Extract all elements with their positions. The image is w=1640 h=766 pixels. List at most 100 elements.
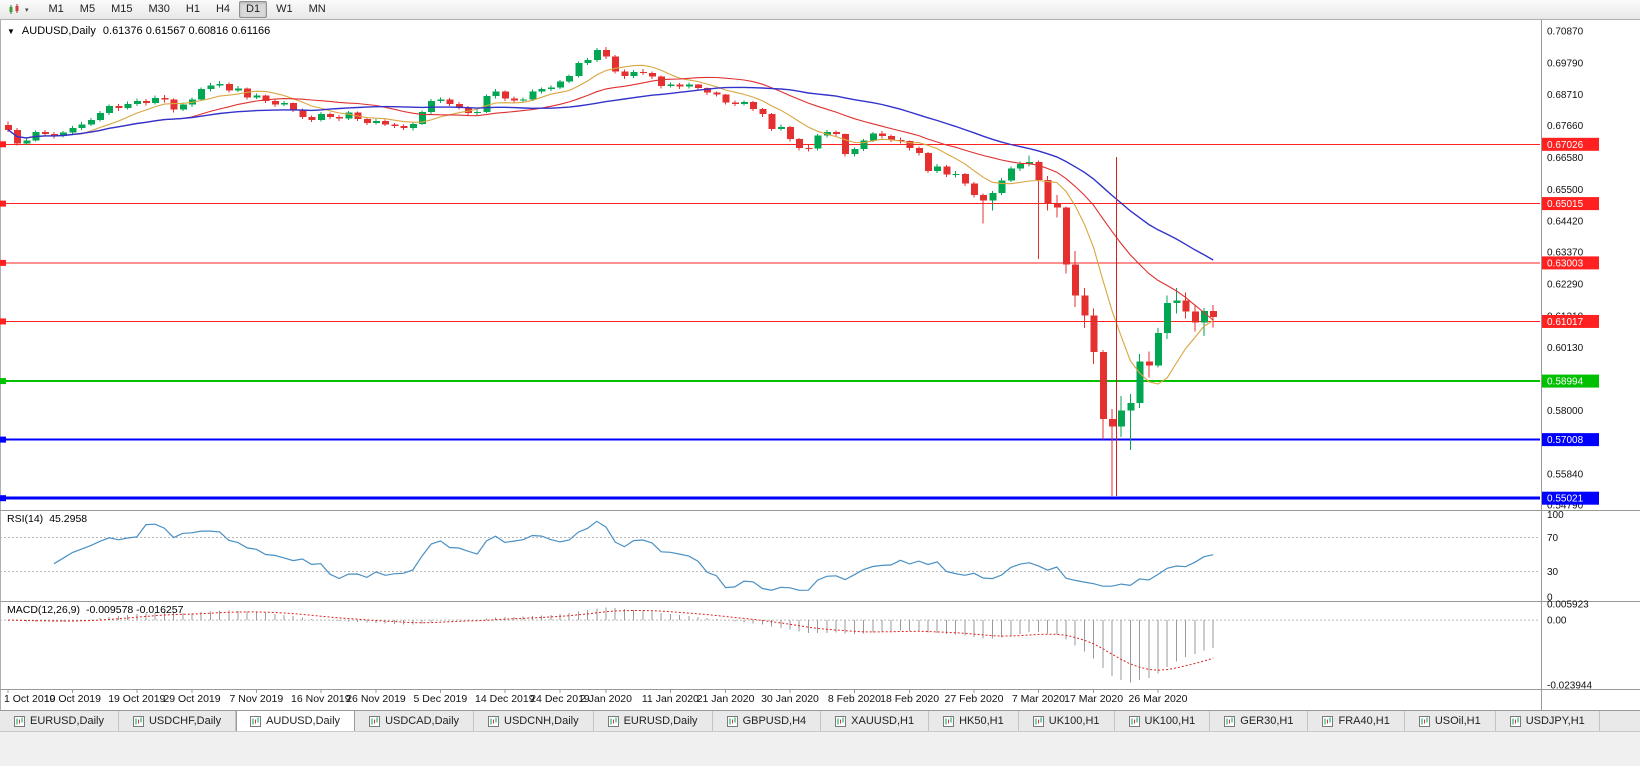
price-label-box <box>1542 433 1599 447</box>
candle-body <box>925 153 932 172</box>
chart-tab-fra40-h1[interactable]: FRA40,H1 <box>1308 711 1405 731</box>
date-label: 10 Oct 2019 <box>44 693 101 705</box>
chart-tab-gbpusd-h4[interactable]: GBPUSD,H4 <box>712 711 822 731</box>
chart-tab-icon <box>1418 715 1430 727</box>
chart-background <box>0 20 1640 710</box>
candle-body <box>391 124 399 126</box>
candle-body <box>676 84 684 87</box>
line-anchor-handle[interactable] <box>0 378 6 385</box>
line-anchor-handle[interactable] <box>0 259 6 266</box>
line-anchor-handle[interactable] <box>0 318 6 325</box>
candle-body <box>566 75 574 82</box>
candle-body <box>244 88 252 98</box>
rsi-value: 45.2958 <box>49 513 88 525</box>
candle-body <box>1026 162 1034 165</box>
macd-indicator-label: MACD(12,26,9) -0.009578 -0.016257 <box>7 604 183 616</box>
chart-tab-hk50-h1[interactable]: HK50,H1 <box>929 711 1019 731</box>
chart-tab-eurusd-daily[interactable]: EURUSD,Daily <box>593 711 713 731</box>
timeframe-button-m15[interactable]: M15 <box>111 3 133 15</box>
macd-axis-label: -0.023944 <box>1547 681 1592 692</box>
price-label-box <box>1542 314 1599 328</box>
candle-body <box>60 132 68 137</box>
timeframe-button-h1[interactable]: H1 <box>185 3 200 15</box>
line-anchor-handle[interactable] <box>0 200 6 207</box>
candle-body <box>879 133 886 137</box>
candle-body <box>1007 168 1015 181</box>
rsi-name: RSI(14) <box>7 513 44 525</box>
candle-body <box>207 85 215 90</box>
chart-tab-uk100-h1[interactable]: UK100,H1 <box>1114 711 1211 731</box>
price-chart-canvas[interactable]: 0.70870 0.69790 0.68710 0.67660 0.66580 0.655… <box>0 20 1640 710</box>
candle-body <box>290 103 298 110</box>
chart-tab-usdcad-daily[interactable]: USDCAD,Daily <box>355 711 475 731</box>
chart-tab-eurusd-daily[interactable]: EURUSD,Daily <box>0 711 119 731</box>
chart-type-button[interactable]: ▾ <box>4 3 33 16</box>
candle-body <box>428 100 436 113</box>
chart-tabs-bar: EURUSD,Daily USDCHF,Daily AUDUSD,Daily USDC… <box>0 710 1640 731</box>
candle-body <box>1155 333 1162 366</box>
chart-menu-caret-icon[interactable]: ▼ <box>7 26 15 36</box>
candle-body <box>952 173 960 175</box>
timeframe-button-d1[interactable]: D1 <box>239 1 268 18</box>
chart-tab-label: GBPUSD,H4 <box>742 715 807 727</box>
chart-tab-label: FRA40,H1 <box>1338 715 1390 727</box>
timeframe-button-m1[interactable]: M1 <box>48 3 64 15</box>
candle-body <box>980 195 988 201</box>
chart-tab-usdcnh-daily[interactable]: USDCNH,Daily <box>474 711 594 731</box>
price-label-text: 0.57008 <box>1547 435 1584 446</box>
chart-tab-label: AUDUSD,Daily <box>266 715 341 727</box>
chart-tab-ger30-h1[interactable]: GER30,H1 <box>1210 711 1309 731</box>
candle-body <box>529 91 537 100</box>
chart-tab-icon <box>607 715 619 727</box>
candle-body <box>971 183 978 196</box>
candle-body <box>1109 419 1116 427</box>
candle-body <box>768 114 776 129</box>
candle-body <box>704 88 712 93</box>
candle-body <box>649 72 656 77</box>
timeframe-button-mn[interactable]: MN <box>308 3 326 15</box>
candle-body <box>455 103 463 108</box>
candle-body <box>501 91 509 99</box>
date-label: 2 Jan 2020 <box>580 693 632 705</box>
chart-tab-audusd-daily[interactable]: AUDUSD,Daily <box>236 711 356 731</box>
date-label: 17 Mar 2020 <box>1064 693 1123 705</box>
chart-tab-icon <box>835 715 847 727</box>
ma-fast-line <box>7 64 1214 385</box>
date-label: 5 Dec 2019 <box>414 693 468 705</box>
chart-tab-label: USOil,H1 <box>1434 715 1481 727</box>
candle-body <box>538 89 546 92</box>
line-anchor-handle[interactable] <box>0 141 6 148</box>
candle-body <box>51 133 58 137</box>
chart-tab-usoil-h1[interactable]: USOil,H1 <box>1404 711 1496 731</box>
line-anchor-handle[interactable] <box>0 495 6 502</box>
timeframe-button-w1[interactable]: W1 <box>276 3 293 15</box>
candle-body <box>915 148 923 154</box>
chart-tab-usdchf-daily[interactable]: USDCHF,Daily <box>118 711 237 731</box>
date-label: 19 Oct 2019 <box>108 693 165 705</box>
line-anchor-handle[interactable] <box>0 436 6 443</box>
candle-body <box>1118 410 1126 427</box>
timeframe-button-m30[interactable]: M30 <box>148 3 170 15</box>
candle-body <box>603 50 610 57</box>
candle-body <box>1044 179 1052 205</box>
date-label: 24 Dec 2019 <box>530 693 590 705</box>
candle-body <box>833 131 840 134</box>
candle-body <box>133 100 141 104</box>
rsi-indicator-label: RSI(14) 45.2958 <box>7 513 87 525</box>
candle-body <box>179 104 187 110</box>
candle-body <box>796 139 804 149</box>
candle-body <box>253 95 261 98</box>
chart-tab-uk100-h1[interactable]: UK100,H1 <box>1018 711 1115 731</box>
timeframe-button-h4[interactable]: H4 <box>215 3 231 15</box>
price-tick-label: 0.70870 <box>1547 27 1584 38</box>
chart-tab-usdjpy-h1[interactable]: USDJPY,H1 <box>1495 711 1600 731</box>
chart-tab-label: EURUSD,Daily <box>30 715 104 727</box>
chart-tab-xauusd-h1[interactable]: XAUUSD,H1 <box>821 711 930 731</box>
chart-window: 0.70870 0.69790 0.68710 0.67660 0.66580 0.655… <box>0 20 1640 710</box>
status-strip <box>0 731 1640 766</box>
chart-tab-icon <box>943 715 955 727</box>
timeframe-button-m5[interactable]: M5 <box>79 3 96 15</box>
candle-body <box>1072 264 1080 296</box>
price-tick-label: 0.67660 <box>1547 121 1584 132</box>
price-tick-label: 0.63370 <box>1547 248 1584 259</box>
